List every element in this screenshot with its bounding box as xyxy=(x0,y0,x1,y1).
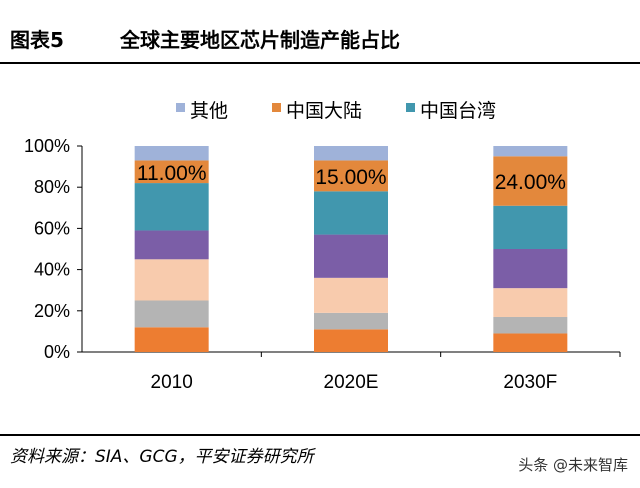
bar-segment xyxy=(314,160,388,192)
bar-segment xyxy=(493,316,568,334)
source-note: 资料来源：SIA、GCG，平安证券研究所 xyxy=(10,447,314,467)
bar-segment xyxy=(134,160,209,184)
bar-segment xyxy=(134,146,209,161)
y-tick-label: 60% xyxy=(34,218,70,238)
data-label: 24.00% xyxy=(495,171,566,194)
bar-segment xyxy=(314,146,388,161)
data-label: 15.00% xyxy=(315,166,386,189)
watermark: 头条 @未来智库 xyxy=(518,456,628,474)
bar-segment xyxy=(134,327,209,352)
y-tick-label: 100% xyxy=(24,136,70,156)
bar-segment xyxy=(314,277,388,313)
chart-title: 全球主要地区芯片制造产能占比 xyxy=(120,28,400,52)
bar-segment xyxy=(493,156,568,206)
legend-label: 其他 xyxy=(190,100,228,122)
y-tick-label: 0% xyxy=(44,342,70,362)
bar-segment xyxy=(493,249,568,289)
x-tick-label: 2010 xyxy=(151,372,193,393)
x-tick-label: 2020E xyxy=(324,372,379,393)
y-tick-label: 80% xyxy=(34,177,70,197)
legend-swatch xyxy=(406,103,415,112)
legend-swatch xyxy=(272,103,281,112)
bar-segment xyxy=(134,300,209,328)
stacked-bar-chart: 0% 20% 40% 60% 80% 100% 2010 11.00% 2020E 15.00% 2… xyxy=(24,100,621,393)
source-footer: 资料来源：SIA、GCG，平安证券研究所 头条 @未来智库 xyxy=(0,434,640,488)
bar-segment xyxy=(134,230,209,260)
bar-segment xyxy=(314,329,388,352)
data-label: 11.00% xyxy=(137,162,207,185)
y-tick-label: 40% xyxy=(34,260,70,280)
bar-segment xyxy=(314,234,388,278)
figure-header: 图表5 全球主要地区芯片制造产能占比 xyxy=(0,0,640,64)
legend-label: 中国台湾 xyxy=(420,100,496,122)
bar-segment xyxy=(314,191,388,235)
bar-segment xyxy=(493,146,568,157)
bar-segment xyxy=(493,288,568,317)
bar-segment xyxy=(493,205,568,249)
bar-segment xyxy=(493,333,568,352)
bar-segment xyxy=(134,259,209,301)
bar-segment xyxy=(314,312,388,330)
bar-segment xyxy=(134,183,209,231)
y-tick-label: 20% xyxy=(34,301,70,321)
legend-swatch xyxy=(176,103,185,112)
legend-label: 中国大陆 xyxy=(286,100,362,122)
x-tick-label: 2030F xyxy=(503,372,557,393)
figure-number: 图表5 xyxy=(10,28,64,52)
